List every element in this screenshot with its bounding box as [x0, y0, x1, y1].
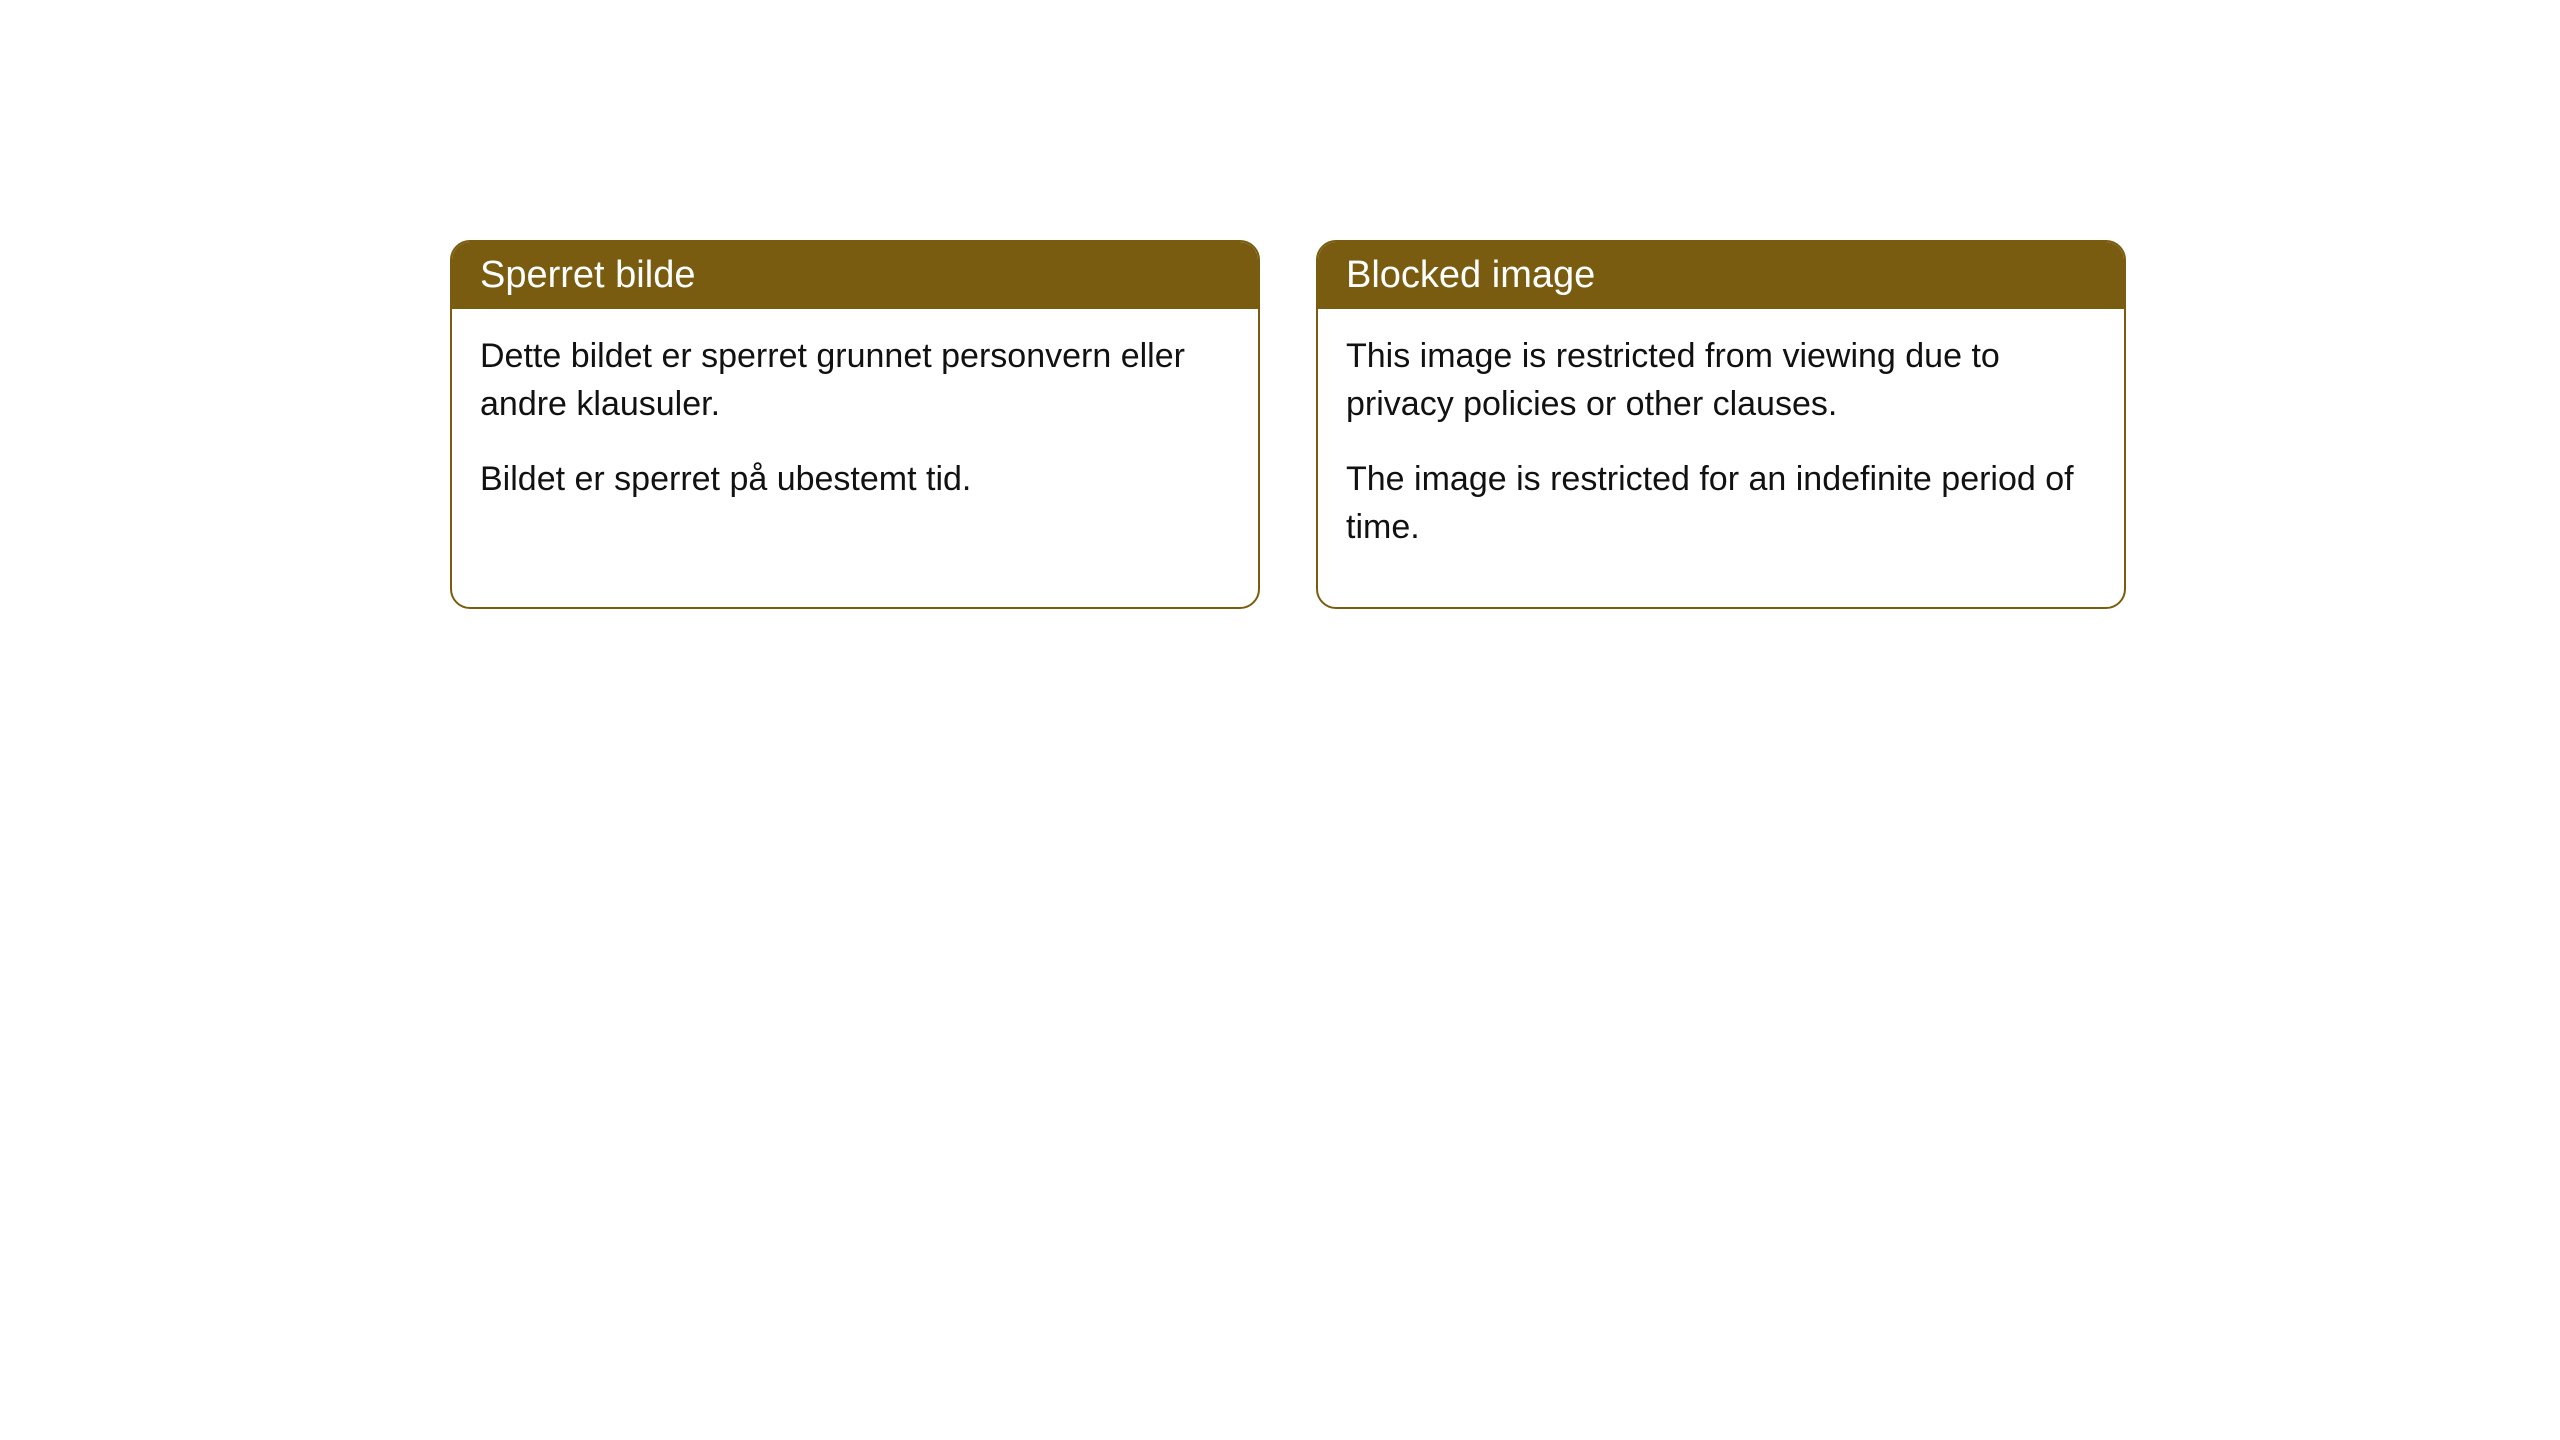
card-body: Dette bildet er sperret grunnet personve…	[452, 309, 1258, 560]
card-body: This image is restricted from viewing du…	[1318, 309, 2124, 607]
blocked-image-card-norwegian: Sperret bilde Dette bildet er sperret gr…	[450, 240, 1260, 609]
blocked-image-card-english: Blocked image This image is restricted f…	[1316, 240, 2126, 609]
card-header: Blocked image	[1318, 242, 2124, 309]
cards-container: Sperret bilde Dette bildet er sperret gr…	[450, 240, 2126, 609]
card-title: Blocked image	[1346, 254, 1595, 296]
card-paragraph: This image is restricted from viewing du…	[1346, 333, 2096, 428]
card-paragraph: Bildet er sperret på ubestemt tid.	[480, 456, 1230, 504]
card-paragraph: The image is restricted for an indefinit…	[1346, 456, 2096, 551]
card-paragraph: Dette bildet er sperret grunnet personve…	[480, 333, 1230, 428]
card-title: Sperret bilde	[480, 254, 695, 296]
card-header: Sperret bilde	[452, 242, 1258, 309]
